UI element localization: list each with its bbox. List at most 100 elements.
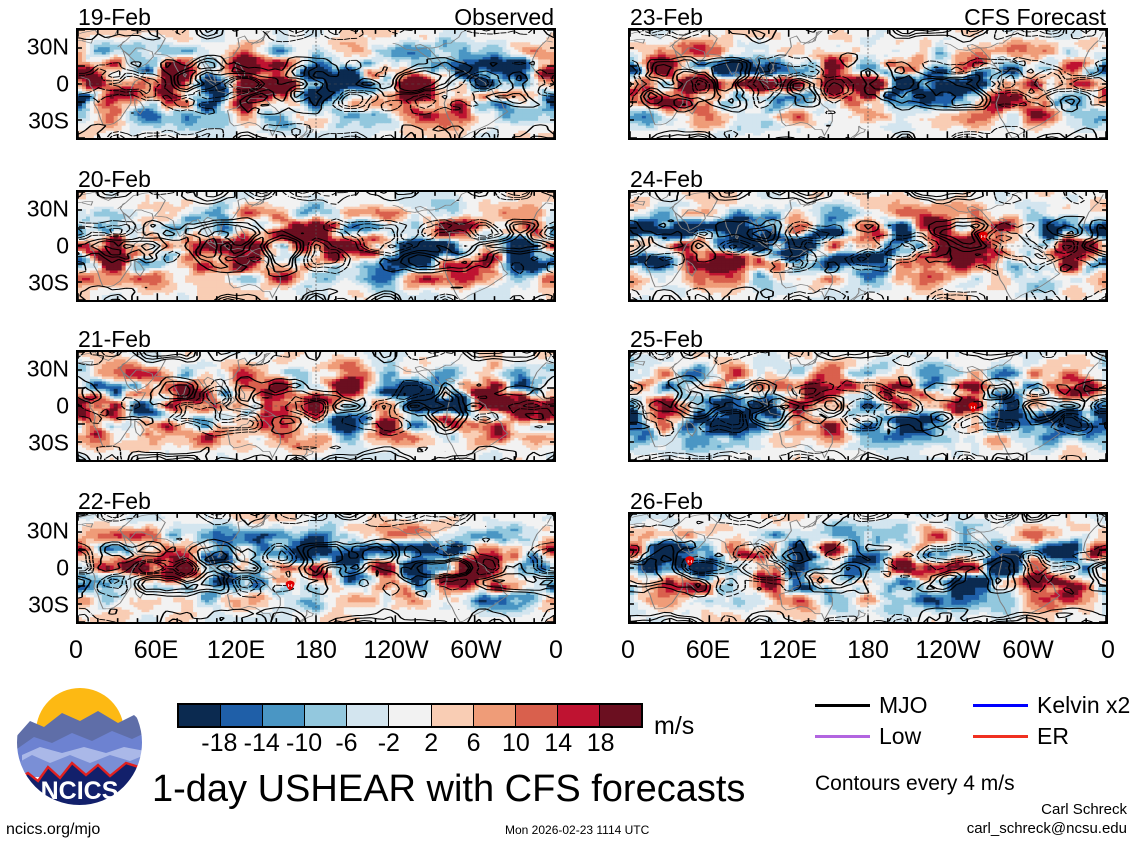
coastlines <box>78 352 553 460</box>
author-credit: Carl Schreck carl_schreck@ncsu.edu <box>967 800 1127 838</box>
colorbar-swatch <box>305 705 348 726</box>
colorbar-swatch <box>221 705 264 726</box>
mjo-contours <box>630 192 1106 300</box>
x-axis-tick-label: 0 <box>621 636 635 664</box>
x-axis-tick-label: 180 <box>847 636 889 664</box>
panel-date-label: 24-Feb <box>630 168 703 191</box>
colorbar-tick-label: -6 <box>335 729 357 757</box>
contour-legend-entry-er: ER <box>973 725 1131 748</box>
shaded-anomaly-field <box>630 192 1106 300</box>
contour-legend-label: Low <box>879 725 921 748</box>
x-axis-tick-label: 60E <box>686 636 730 664</box>
mjo-contours <box>78 352 554 460</box>
contour-legend-line-icon <box>815 735 870 738</box>
x-axis-tick-label: 180 <box>295 636 337 664</box>
column-header-observed: Observed <box>454 6 554 29</box>
reference-gridlines <box>630 514 1106 622</box>
generation-timestamp: Mon 2026-02-23 1114 UTC <box>505 822 649 838</box>
map-frame <box>628 28 1108 140</box>
colorbar-tick-label: -14 <box>244 729 280 757</box>
panel-date-label: 20-Feb <box>78 168 151 191</box>
map-panel-26-feb: 26-Feb H <box>628 490 1108 624</box>
y-axis-label: 30S <box>28 431 69 455</box>
contour-legend-row: Low ER <box>815 721 1135 752</box>
reference-gridlines <box>78 352 554 460</box>
colorbar-swatches <box>177 703 643 728</box>
colorbar-tick-label: 6 <box>467 729 481 757</box>
map-panel-24-feb: 24-Feb H <box>628 168 1108 302</box>
map-panel-graphic <box>78 192 554 300</box>
y-axis-label: 30S <box>28 109 69 133</box>
map-frame <box>76 350 556 462</box>
ncics-logo-graphic: NCICS <box>16 679 143 806</box>
colorbar-tick-labels: -18 -14 -10 -6 -2 2 6 10 14 18 <box>177 729 643 759</box>
colorbar-swatch <box>347 705 390 726</box>
x-axis-tick-label: 120E <box>759 636 817 664</box>
colorbar-swatch <box>557 705 600 726</box>
panel-date-label: 21-Feb <box>78 328 151 351</box>
author-email: carl_schreck@ncsu.edu <box>967 819 1127 838</box>
panel-date-label: 26-Feb <box>630 490 703 513</box>
contour-legend-line-icon <box>815 704 870 707</box>
colorbar-tick-label: -10 <box>286 729 322 757</box>
x-axis-forecast: 0 60E 120E 180 120W 60W 0 <box>621 636 1115 666</box>
map-frame <box>76 28 556 140</box>
colorbar-swatch <box>263 705 306 726</box>
reference-gridlines <box>630 192 1106 300</box>
mjo-contours <box>78 514 554 622</box>
colorbar-tick-label: -2 <box>378 729 400 757</box>
x-axis-tick-label: 0 <box>69 636 83 664</box>
colorbar-units-label: m/s <box>654 712 694 740</box>
map-panel-20-feb: 20-Feb 30N 0 30S <box>27 168 556 302</box>
colorbar-swatch <box>389 705 432 726</box>
contour-legend-line-icon <box>973 704 1028 707</box>
map-panel-graphic: H <box>630 192 1106 300</box>
x-axis-tick-label: 120E <box>207 636 265 664</box>
panel-date-label: 23-Feb <box>630 6 703 29</box>
y-axis-label: 30N <box>27 519 69 542</box>
x-axis-tick-label: 60W <box>1002 636 1053 664</box>
storm-marker-icon: H <box>285 580 295 591</box>
colorbar-swatch <box>179 705 222 726</box>
contour-legend-entry-mjo: MJO <box>815 694 973 717</box>
map-panel-graphic <box>78 352 554 460</box>
mjo-contours <box>78 30 554 138</box>
mjo-contours <box>630 30 1106 138</box>
map-panel-21-feb: 21-Feb 30N 0 30S <box>27 328 556 462</box>
y-axis-label: 30S <box>28 271 69 295</box>
map-panel-graphic: H <box>630 514 1106 622</box>
coastlines <box>630 514 1105 622</box>
author-name: Carl Schreck <box>967 800 1127 819</box>
figure-title: 1-day USHEAR with CFS forecasts <box>152 768 745 810</box>
panel-date-label: 25-Feb <box>630 328 703 351</box>
panel-date-label: 19-Feb <box>78 6 151 29</box>
map-panel-23-feb: 23-Feb CFS Forecast <box>628 6 1108 140</box>
map-panel-graphic <box>630 30 1106 138</box>
map-panel-graphic <box>78 30 554 138</box>
colorbar: -18 -14 -10 -6 -2 2 6 10 14 18 <box>177 703 643 759</box>
y-axis-label: 30N <box>27 357 69 380</box>
map-frame: H <box>628 512 1108 624</box>
contour-legend-line-icon <box>973 735 1028 738</box>
colorbar-swatch <box>599 705 642 726</box>
ncics-logo: NCICS <box>14 677 145 808</box>
mjo-contours <box>630 352 1106 460</box>
storm-marker-icon: H <box>685 556 695 566</box>
contour-legend-entry-kelvin-x2: Kelvin x2 <box>973 694 1131 717</box>
contour-legend-label: Kelvin x2 <box>1037 694 1130 717</box>
y-axis-label: 0 <box>56 72 69 96</box>
x-axis-tick-label: 120W <box>363 636 428 664</box>
colorbar-tick-label: 2 <box>424 729 438 757</box>
contour-legend: MJO Kelvin x2 Low ER <box>815 690 1135 752</box>
panel-date-label: 22-Feb <box>78 490 151 513</box>
logo-label: NCICS <box>41 777 119 805</box>
reference-gridlines <box>78 514 554 622</box>
y-axis-label: 0 <box>56 234 69 258</box>
y-axis-label: 30N <box>27 35 69 58</box>
map-panel-graphic: H <box>78 514 554 622</box>
x-axis-observed: 0 60E 120E 180 120W 60W 0 <box>69 636 563 666</box>
column-header-forecast: CFS Forecast <box>964 6 1106 29</box>
contour-interval-note: Contours every 4 m/s <box>815 772 1015 796</box>
colorbar-swatch <box>431 705 474 726</box>
contour-legend-entry-low: Low <box>815 725 973 748</box>
